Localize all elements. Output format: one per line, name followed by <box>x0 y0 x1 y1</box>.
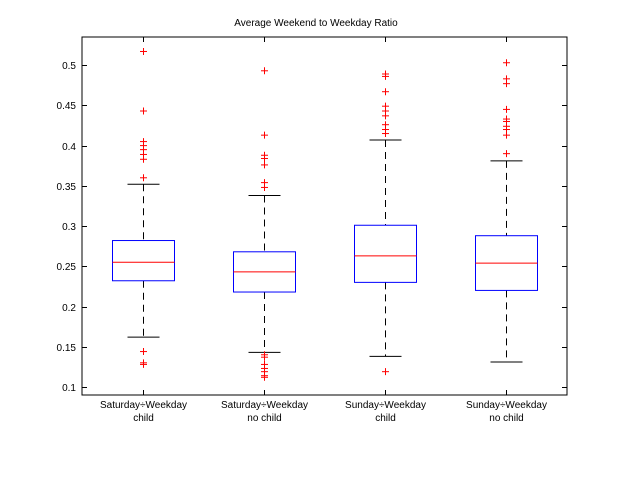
outlier-marker <box>140 47 147 55</box>
chart-title: Average Weekend to Weekday Ratio <box>234 18 398 29</box>
outlier-marker <box>261 67 268 75</box>
outlier-marker <box>140 348 147 356</box>
box-group <box>233 67 296 381</box>
box-group <box>112 47 175 368</box>
y-tick-label: 0.1 <box>62 383 76 394</box>
outlier-marker <box>140 155 147 163</box>
outlier-marker <box>382 130 389 138</box>
interquartile-box <box>354 224 417 283</box>
outlier-marker <box>382 112 389 120</box>
outlier-marker <box>382 72 389 80</box>
x-tick-label-line2: child <box>375 413 396 424</box>
y-tick-label: 0.35 <box>57 182 77 193</box>
outlier-marker <box>503 150 510 158</box>
outlier-marker <box>382 368 389 376</box>
interquartile-box <box>112 240 175 282</box>
outlier-marker <box>261 353 268 361</box>
y-tick-label: 0.2 <box>62 303 76 314</box>
outlier-marker <box>503 59 510 67</box>
y-tick-label: 0.5 <box>62 61 76 72</box>
outlier-marker <box>261 154 268 162</box>
outlier-marker <box>503 80 510 88</box>
outlier-marker <box>261 183 268 191</box>
outlier-marker <box>140 174 147 182</box>
x-tick-label-line1: Sunday÷Weekday <box>345 400 426 411</box>
outlier-marker <box>382 88 389 96</box>
plot-frame <box>81 36 568 396</box>
outlier-marker <box>503 105 510 113</box>
y-tick-label: 0.45 <box>57 101 77 112</box>
x-tick-label-line1: Saturday÷Weekday <box>100 400 187 411</box>
y-tick-label: 0.25 <box>57 262 77 273</box>
outlier-marker <box>261 373 268 381</box>
box-group <box>354 70 417 376</box>
y-tick-label: 0.15 <box>57 343 77 354</box>
outlier-marker <box>140 360 147 368</box>
box-group <box>475 59 538 363</box>
x-tick-label-line2: no child <box>489 413 523 424</box>
outlier-marker <box>261 131 268 139</box>
y-tick-label: 0.3 <box>62 222 76 233</box>
y-tick-label: 0.4 <box>62 142 76 153</box>
outlier-marker <box>140 107 147 115</box>
x-tick-label-line2: child <box>133 413 154 424</box>
outlier-marker <box>503 131 510 139</box>
outlier-marker <box>261 161 268 169</box>
x-tick-label-line1: Saturday÷Weekday <box>221 400 308 411</box>
x-tick-label-line2: no child <box>247 413 281 424</box>
x-tick-label-line1: Sunday÷Weekday <box>466 400 547 411</box>
